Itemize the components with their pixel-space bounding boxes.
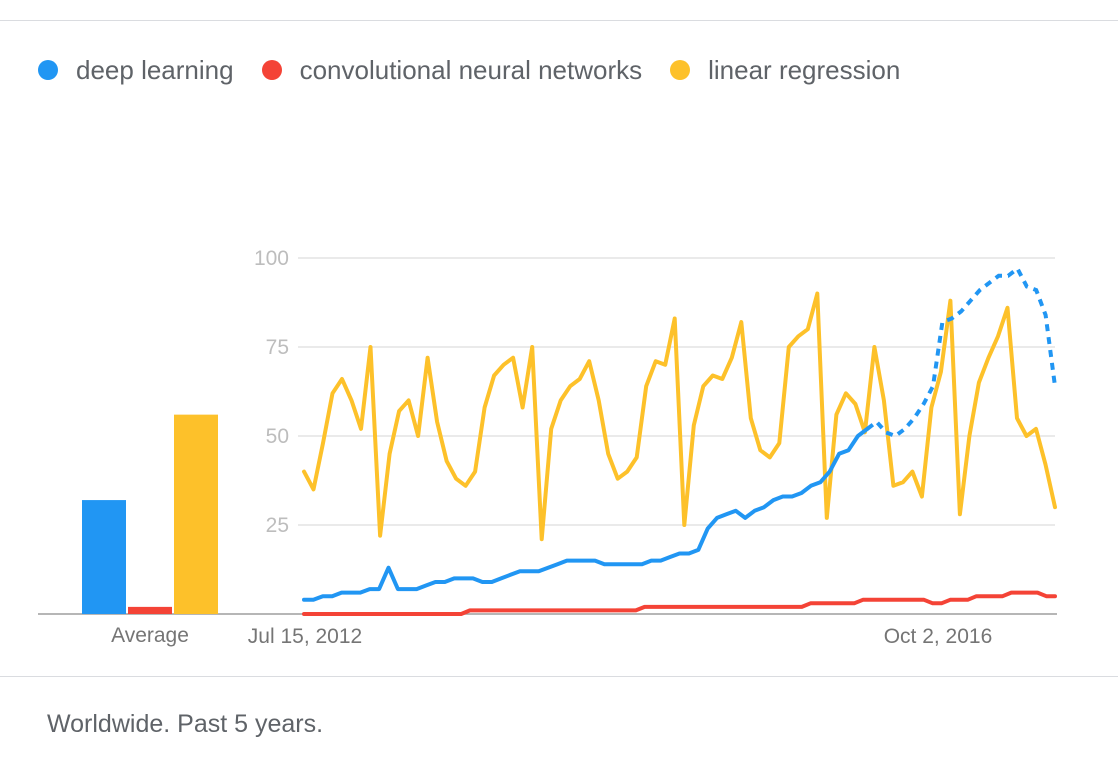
x-tick-label: Jul 15, 2012 bbox=[248, 625, 362, 648]
y-tick-label: 75 bbox=[266, 336, 289, 359]
series-line-partial bbox=[866, 265, 1057, 439]
y-tick-label: 100 bbox=[254, 247, 289, 270]
average-bar bbox=[174, 414, 218, 614]
legend-dot-icon bbox=[670, 60, 691, 80]
legend-item-cnn[interactable]: convolutional neural networks bbox=[261, 54, 643, 86]
footer-note: Worldwide. Past 5 years. bbox=[47, 710, 324, 738]
series-line bbox=[302, 426, 870, 602]
chart-legend: deep learning convolutional neural netwo… bbox=[38, 50, 928, 90]
series-line bbox=[302, 590, 1057, 616]
y-tick-label: 25 bbox=[266, 514, 289, 537]
legend-item-deep-learning[interactable]: deep learning bbox=[38, 55, 234, 86]
legend-label: convolutional neural networks bbox=[299, 54, 643, 85]
y-tick-label: 50 bbox=[266, 425, 289, 448]
trend-chart: 25 50 75 100 Average Jul 15, 2012 Oct 2, 2016 bbox=[38, 247, 1057, 648]
average-bar bbox=[128, 606, 172, 614]
x-tick-label: Oct 2, 2016 bbox=[884, 625, 993, 648]
bottom-divider bbox=[0, 676, 1118, 677]
top-divider bbox=[0, 20, 1118, 21]
legend-label: deep learning bbox=[76, 54, 234, 85]
legend-item-linear-regression[interactable]: linear regression bbox=[670, 55, 900, 86]
legend-dot-icon bbox=[38, 60, 58, 80]
legend-label: linear regression bbox=[708, 54, 901, 85]
series-line bbox=[302, 291, 1057, 542]
legend-dot-icon bbox=[261, 60, 282, 80]
average-label: Average bbox=[111, 624, 189, 647]
average-bar bbox=[82, 500, 126, 614]
